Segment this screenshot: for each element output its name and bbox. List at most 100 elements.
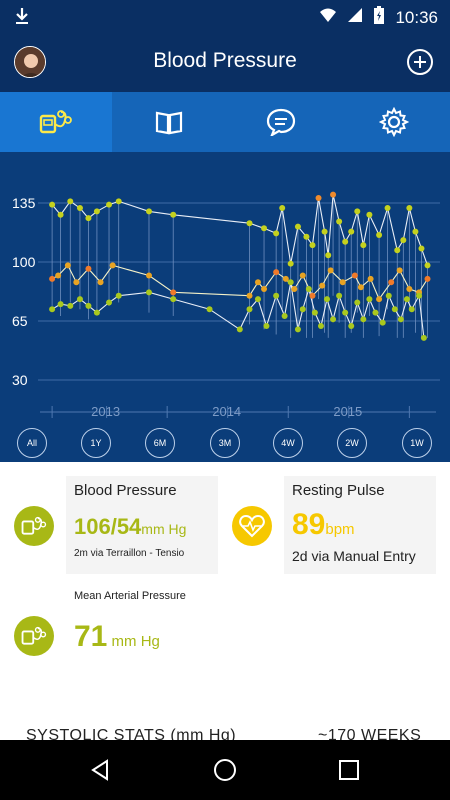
data-point — [424, 275, 431, 282]
back-triangle-icon — [91, 759, 108, 781]
data-point — [412, 228, 419, 235]
tab-settings[interactable] — [338, 92, 450, 152]
data-point — [330, 316, 337, 323]
data-point — [261, 285, 268, 292]
data-point — [354, 208, 361, 215]
range-selector: All 1Y 6M 3M 4W 2W 1W — [0, 428, 450, 458]
y-tick-label: 30 — [12, 372, 28, 388]
x-tick-label: 2013 — [91, 404, 120, 419]
data-point — [49, 275, 56, 282]
y-tick-label: 100 — [12, 254, 36, 270]
data-point — [376, 232, 383, 239]
data-point — [170, 296, 177, 303]
data-point — [315, 194, 322, 201]
data-point — [206, 306, 213, 313]
bp-monitor-icon — [14, 616, 54, 656]
data-point — [57, 211, 64, 218]
bp-chart[interactable]: 135 100 65 30 2013 2014 2015 All 1Y 6M 3M 4W 2W 1W — [0, 152, 450, 462]
bp-source: 2m via Terraillon - Tensio — [74, 548, 185, 559]
data-point — [309, 242, 316, 249]
range-button-1y[interactable]: 1Y — [81, 428, 111, 458]
data-point — [254, 279, 261, 286]
data-point — [246, 220, 253, 227]
data-point — [273, 230, 280, 237]
range-button-2w[interactable]: 2W — [337, 428, 367, 458]
data-point — [385, 292, 392, 299]
chat-icon — [266, 108, 296, 136]
recents-button[interactable] — [334, 755, 364, 785]
range-button-4w[interactable]: 4W — [273, 428, 303, 458]
data-point — [384, 205, 391, 212]
series-line — [51, 264, 428, 301]
data-point — [115, 198, 122, 205]
home-button[interactable] — [210, 755, 240, 785]
resting-pulse-card[interactable]: Resting Pulse 89bpm 2d via Manual Entry — [284, 476, 436, 574]
data-point — [420, 334, 427, 341]
blood-pressure-card[interactable]: Blood Pressure 106/54mm Hg 2m via Terrai… — [66, 476, 218, 574]
data-point — [336, 292, 343, 299]
data-point — [109, 262, 116, 269]
pulse-source: 2d via Manual Entry — [292, 548, 416, 564]
data-point — [324, 296, 331, 303]
stats-cards: Blood Pressure 106/54mm Hg 2m via Terrai… — [0, 462, 450, 740]
add-button[interactable] — [406, 48, 434, 76]
data-point — [406, 205, 413, 212]
range-button-all[interactable]: All — [17, 428, 47, 458]
data-point — [106, 299, 113, 306]
data-point — [145, 289, 152, 296]
tab-bar — [0, 92, 450, 152]
data-point — [317, 323, 324, 330]
data-point — [294, 223, 301, 230]
map-value: 71 mm Hg — [74, 620, 160, 653]
range-button-1w[interactable]: 1W — [402, 428, 432, 458]
data-point — [379, 319, 386, 326]
plus-circle-icon — [407, 49, 433, 75]
data-point — [93, 208, 100, 215]
data-point — [85, 302, 92, 309]
data-point — [348, 323, 355, 330]
tab-journal[interactable] — [113, 92, 225, 152]
app-bar: Blood Pressure — [0, 32, 450, 92]
data-point — [321, 228, 328, 235]
range-button-6m[interactable]: 6M — [145, 428, 175, 458]
data-point — [396, 267, 403, 274]
bp-monitor-icon — [39, 110, 72, 134]
data-point — [342, 309, 349, 316]
chart-svg: 135 100 65 30 2013 2014 2015 — [12, 191, 440, 419]
card-title: Mean Arterial Pressure — [74, 590, 186, 602]
data-point — [170, 289, 177, 296]
data-point — [309, 292, 316, 299]
avatar[interactable] — [14, 46, 46, 78]
data-point — [97, 279, 104, 286]
data-point — [287, 279, 294, 286]
tab-measurements[interactable] — [0, 92, 112, 152]
data-point — [85, 215, 92, 222]
system-nav-bar — [0, 740, 450, 800]
data-point — [351, 272, 358, 279]
data-point — [57, 301, 64, 308]
data-point — [403, 296, 410, 303]
book-icon — [155, 111, 183, 135]
range-button-3m[interactable]: 3M — [210, 428, 240, 458]
data-point — [246, 306, 253, 313]
data-point — [366, 211, 373, 218]
data-point — [348, 228, 355, 235]
data-point — [254, 296, 261, 303]
data-point — [49, 201, 56, 208]
data-point — [319, 282, 326, 289]
data-point — [67, 198, 74, 205]
pulse-value: 89bpm — [292, 508, 355, 541]
data-point — [357, 284, 364, 291]
x-tick-label: 2014 — [212, 404, 241, 419]
data-point — [391, 306, 398, 313]
data-point — [376, 296, 383, 303]
data-point — [342, 238, 349, 245]
mean-arterial-pressure-card[interactable]: Mean Arterial Pressure 71 mm Hg — [66, 586, 218, 666]
data-point — [67, 302, 74, 309]
back-button[interactable] — [85, 755, 115, 785]
data-point — [388, 279, 395, 286]
tab-messages[interactable] — [225, 92, 337, 152]
data-point — [246, 292, 253, 299]
data-point — [281, 312, 288, 319]
y-tick-label: 65 — [12, 313, 28, 329]
